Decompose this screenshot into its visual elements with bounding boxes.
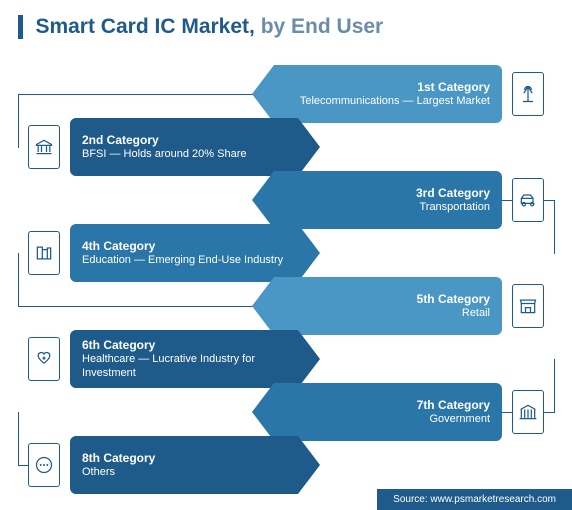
connector	[18, 253, 19, 307]
category-desc: Others	[82, 466, 286, 480]
category-card: 5th CategoryRetail	[274, 277, 502, 335]
connector	[18, 412, 19, 466]
arrow-icon	[298, 224, 320, 282]
arrow-icon	[252, 277, 274, 335]
category-card: 4th CategoryEducation — Emerging End-Use…	[70, 224, 298, 282]
category-desc: Education — Emerging End-Use Industry	[82, 254, 286, 268]
health-icon	[28, 337, 60, 381]
arrow-icon	[252, 65, 274, 123]
dots-icon	[28, 443, 60, 487]
title-accent	[18, 15, 23, 39]
category-desc: Retail	[286, 307, 490, 321]
category-desc: Government	[286, 413, 490, 427]
category-rank: 5th Category	[286, 292, 490, 306]
category-rank: 2nd Category	[82, 133, 286, 147]
arrow-icon	[298, 118, 320, 176]
books-icon	[28, 231, 60, 275]
title-bar: Smart Card IC Market, by End User	[0, 0, 572, 59]
category-desc: Telecommunications — Largest Market	[286, 95, 490, 109]
category-desc: Transportation	[286, 201, 490, 215]
category-rank: 1st Category	[286, 80, 490, 94]
arrow-icon	[298, 330, 320, 388]
diagram: 1st CategoryTelecommunications — Largest…	[0, 55, 572, 482]
source-value: www.psmarketresearch.com	[430, 494, 556, 505]
connector	[18, 94, 19, 148]
connector	[554, 200, 555, 254]
transport-icon	[512, 178, 544, 222]
category-rank: 8th Category	[82, 451, 286, 465]
gov-icon	[512, 390, 544, 434]
category-card: 6th CategoryHealthcare — Lucrative Indus…	[70, 330, 298, 388]
arrow-icon	[252, 383, 274, 441]
category-desc: BFSI — Holds around 20% Share	[82, 148, 286, 162]
category-card: 2nd CategoryBFSI — Holds around 20% Shar…	[70, 118, 298, 176]
category-card: 1st CategoryTelecommunications — Largest…	[274, 65, 502, 123]
category-card: 3rd CategoryTransportation	[274, 171, 502, 229]
connector	[18, 306, 278, 307]
category-rank: 3rd Category	[286, 186, 490, 200]
shop-icon	[512, 284, 544, 328]
connector	[18, 465, 28, 466]
arrow-icon	[252, 171, 274, 229]
connector	[18, 94, 278, 95]
category-card: 8th CategoryOthers	[70, 436, 298, 494]
title-part2: by End User	[255, 15, 383, 38]
page-title: Smart Card IC Market, by End User	[35, 15, 383, 39]
category-rank: 4th Category	[82, 239, 286, 253]
category-rank: 6th Category	[82, 338, 286, 352]
category-card: 7th CategoryGovernment	[274, 383, 502, 441]
bank-icon	[28, 125, 60, 169]
source-footer: Source: www.psmarketresearch.com	[377, 489, 572, 510]
category-rank: 7th Category	[286, 398, 490, 412]
category-desc: Healthcare — Lucrative Industry for Inve…	[82, 353, 286, 381]
source-label: Source:	[393, 494, 427, 505]
title-part1: Smart Card IC Market,	[35, 15, 254, 38]
antenna-icon	[512, 72, 544, 116]
arrow-icon	[298, 436, 320, 494]
connector	[554, 359, 555, 413]
